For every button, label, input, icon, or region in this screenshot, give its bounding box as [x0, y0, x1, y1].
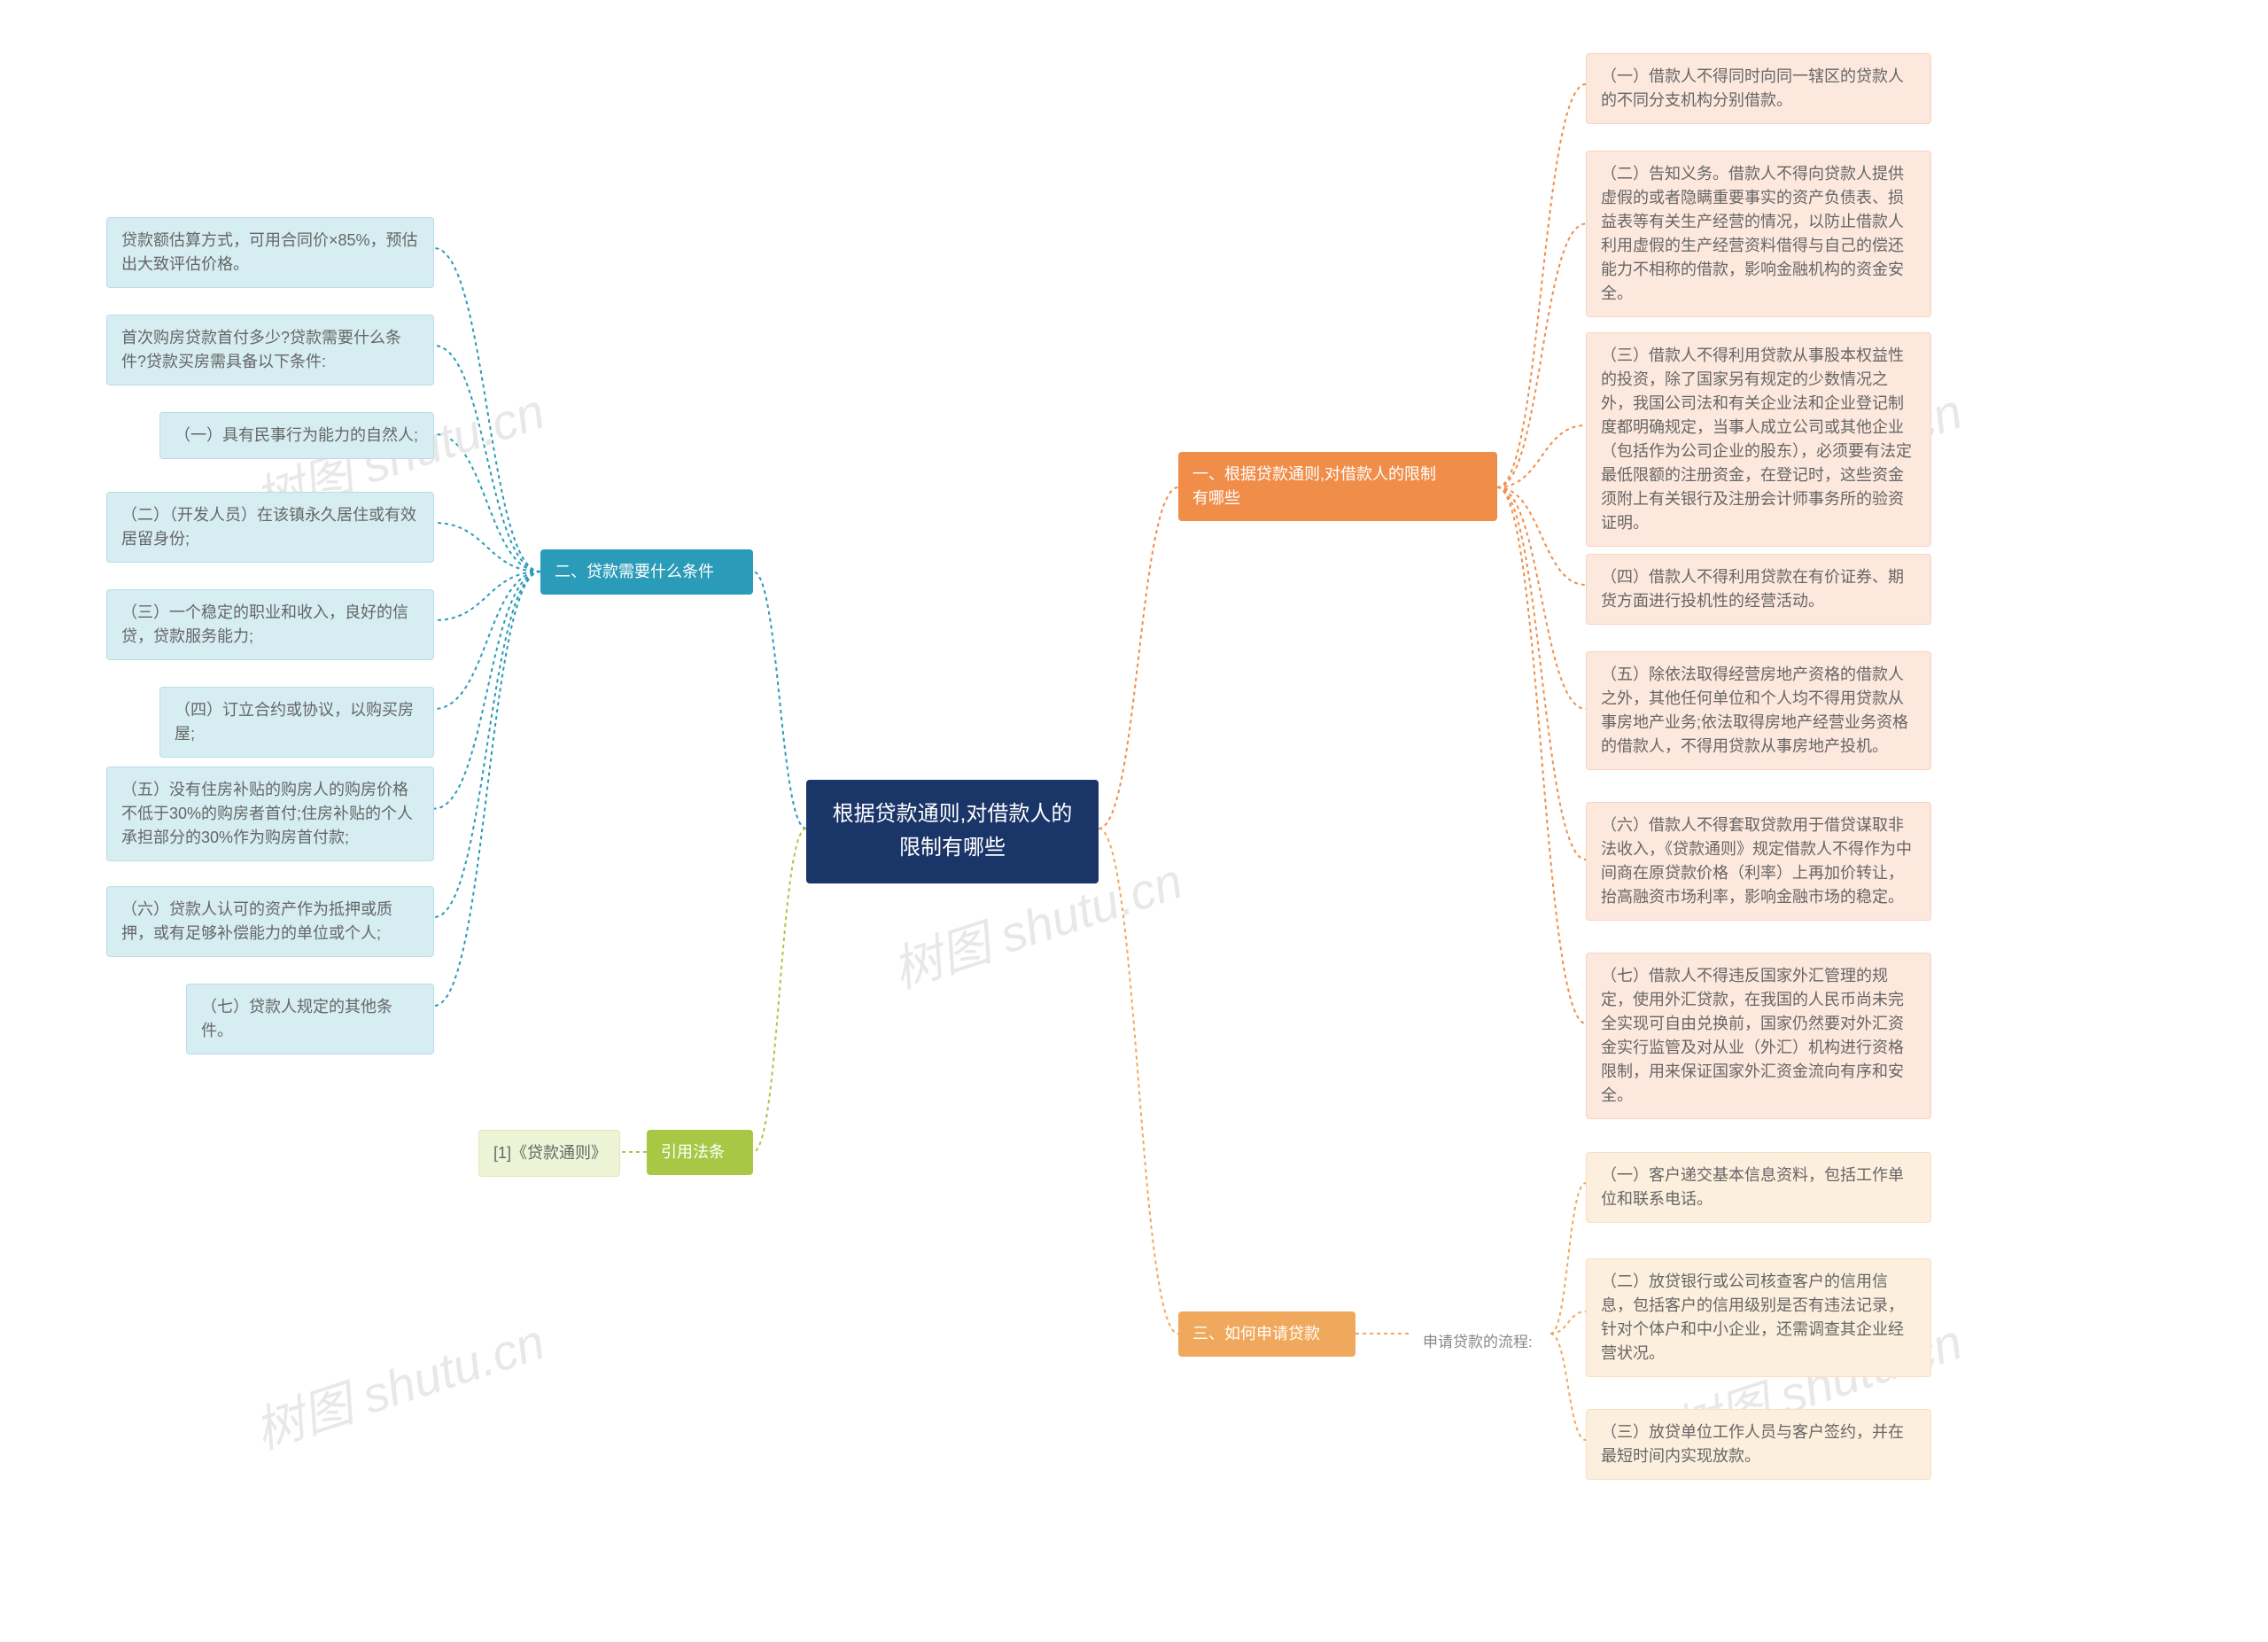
leaf-node: （一）借款人不得同时向同一辖区的贷款人的不同分支机构分别借款。 — [1586, 53, 1931, 124]
branch-node: 三、如何申请贷款 — [1178, 1311, 1355, 1357]
branch-node: 二、贷款需要什么条件 — [540, 549, 753, 595]
watermark: 树图 shutu.cn — [245, 1303, 553, 1464]
leaf-node: （三）一个稳定的职业和收入，良好的信贷，贷款服务能力; — [106, 589, 434, 660]
leaf-node: [1]《贷款通则》 — [478, 1130, 620, 1177]
leaf-node: （七）借款人不得违反国家外汇管理的规定，使用外汇贷款，在我国的人民币尚未完全实现… — [1586, 953, 1931, 1119]
leaf-node: （三）放贷单位工作人员与客户签约，并在最短时间内实现放款。 — [1586, 1409, 1931, 1480]
root-node: 根据贷款通则,对借款人的 限制有哪些 — [806, 780, 1099, 883]
leaf-node: （二）告知义务。借款人不得向贷款人提供虚假的或者隐瞒重要事实的资产负债表、损益表… — [1586, 151, 1931, 317]
leaf-node: （四）订立合约或协议，以购买房屋; — [159, 687, 434, 758]
branch-node: 一、根据贷款通则,对借款人的限制有哪些 — [1178, 452, 1497, 521]
leaf-node: （六）借款人不得套取贷款用于借贷谋取非法收入，《贷款通则》规定借款人不得作为中间… — [1586, 802, 1931, 921]
leaf-node: 贷款额估算方式，可用合同价×85%，预估出大致评估价格。 — [106, 217, 434, 288]
leaf-node: （二）（开发人员）在该镇永久居住或有效居留身份; — [106, 492, 434, 563]
leaf-node: （五）除依法取得经营房地产资格的借款人之外，其他任何单位和个人均不得用贷款从事房… — [1586, 651, 1931, 770]
leaf-node: （四）借款人不得利用贷款在有价证券、期货方面进行投机性的经营活动。 — [1586, 554, 1931, 625]
leaf-node: 首次购房贷款首付多少?贷款需要什么条件?贷款买房需具备以下条件: — [106, 315, 434, 385]
leaf-node: （一）客户递交基本信息资料，包括工作单位和联系电话。 — [1586, 1152, 1931, 1223]
leaf-node: （二）放贷银行或公司核查客户的信用信息，包括客户的信用级别是否有违法记录，针对个… — [1586, 1258, 1931, 1377]
leaf-node: （一）具有民事行为能力的自然人; — [159, 412, 434, 459]
leaf-node: （五）没有住房补贴的购房人的购房价格不低于30%的购房者首付;住房补贴的个人承担… — [106, 767, 434, 861]
leaf-node: （七）贷款人规定的其他条件。 — [186, 984, 434, 1054]
branch-node: 引用法条 — [647, 1130, 753, 1175]
sub-node: 申请贷款的流程: — [1409, 1320, 1550, 1365]
leaf-node: （三）借款人不得利用贷款从事股本权益性的投资，除了国家另有规定的少数情况之外，我… — [1586, 332, 1931, 547]
leaf-node: （六）贷款人认可的资产作为抵押或质押，或有足够补偿能力的单位或个人; — [106, 886, 434, 957]
